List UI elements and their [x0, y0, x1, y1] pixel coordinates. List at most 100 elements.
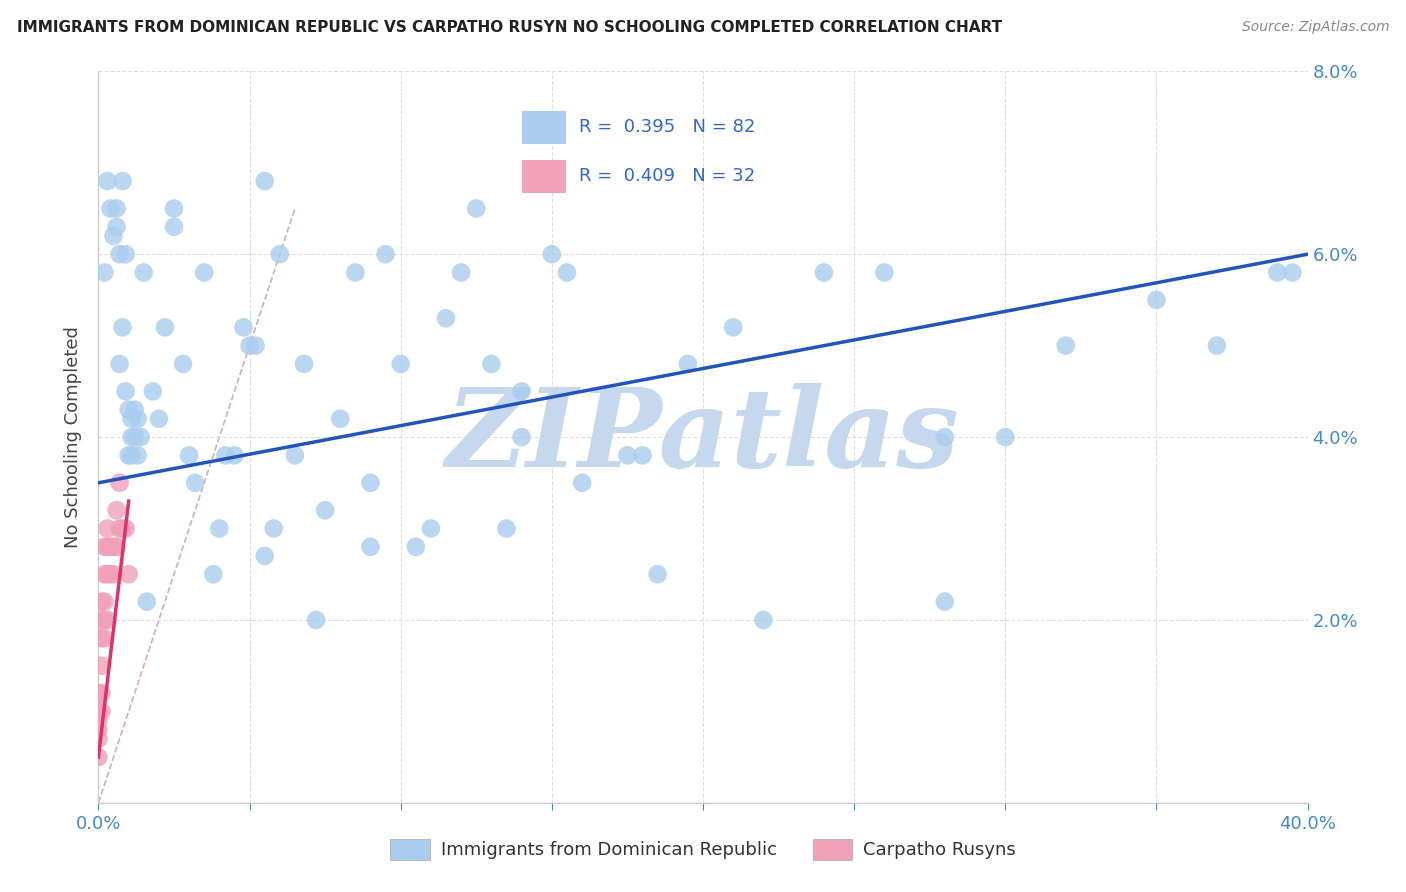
Point [93, 595, 115, 609]
Point [90, 595, 112, 609]
Point [87, 750, 110, 764]
Point [132, 266, 155, 280]
Point [118, 567, 141, 582]
Point [108, 247, 131, 261]
Point [148, 412, 170, 426]
Point [105, 503, 128, 517]
Point [163, 202, 186, 216]
Point [100, 202, 122, 216]
Point [87, 686, 110, 700]
Point [103, 229, 125, 244]
Point [108, 521, 131, 535]
Point [105, 219, 128, 234]
Point [495, 521, 517, 535]
Point [1206, 338, 1229, 352]
Point [232, 320, 254, 334]
Point [305, 613, 328, 627]
Point [100, 567, 122, 582]
Point [360, 475, 382, 490]
Point [994, 430, 1017, 444]
Point [647, 567, 669, 582]
Point [465, 202, 488, 216]
Point [1054, 338, 1077, 352]
Point [1267, 266, 1289, 280]
Point [284, 449, 307, 463]
Point [360, 540, 382, 554]
Point [631, 449, 654, 463]
Y-axis label: No Schooling Completed: No Schooling Completed [65, 326, 83, 548]
Point [616, 449, 638, 463]
Point [510, 430, 533, 444]
Point [111, 320, 134, 334]
Point [153, 320, 176, 334]
Point [723, 320, 745, 334]
Point [450, 266, 472, 280]
Point [193, 266, 215, 280]
Point [90, 613, 112, 627]
Point [172, 357, 194, 371]
Point [374, 247, 396, 261]
Point [114, 521, 136, 535]
Point [118, 449, 141, 463]
Point [202, 567, 225, 582]
Point [87, 731, 110, 746]
Point [114, 384, 136, 399]
Point [90, 658, 112, 673]
Point [87, 723, 110, 737]
Point [314, 503, 336, 517]
Point [420, 521, 443, 535]
Point [90, 632, 112, 646]
Point [873, 266, 896, 280]
Point [108, 475, 131, 490]
Point [105, 540, 128, 554]
Point [208, 521, 231, 535]
Point [253, 549, 276, 563]
Text: IMMIGRANTS FROM DOMINICAN REPUBLIC VS CARPATHO RUSYN NO SCHOOLING COMPLETED CORR: IMMIGRANTS FROM DOMINICAN REPUBLIC VS CA… [17, 20, 1002, 35]
Point [676, 357, 699, 371]
Point [93, 613, 115, 627]
Point [239, 338, 262, 352]
Point [100, 540, 122, 554]
Point [114, 247, 136, 261]
Point [571, 475, 593, 490]
Point [214, 449, 236, 463]
Point [389, 357, 412, 371]
Point [121, 430, 143, 444]
Point [245, 338, 267, 352]
Point [124, 402, 146, 417]
Point [934, 595, 956, 609]
Point [127, 449, 149, 463]
Point [934, 430, 956, 444]
Point [481, 357, 503, 371]
Point [90, 705, 112, 719]
Point [93, 567, 115, 582]
Point [1144, 293, 1167, 307]
Point [129, 430, 152, 444]
Point [121, 449, 143, 463]
Point [111, 521, 134, 535]
Point [87, 714, 110, 728]
Point [96, 567, 118, 582]
Point [96, 540, 118, 554]
Point [405, 540, 427, 554]
Point [103, 540, 125, 554]
Point [344, 266, 367, 280]
Point [269, 247, 291, 261]
Point [93, 540, 115, 554]
Legend: Immigrants from Dominican Republic, Carpatho Rusyns: Immigrants from Dominican Republic, Carp… [382, 831, 1024, 867]
Point [135, 595, 157, 609]
Point [434, 311, 457, 326]
Point [93, 266, 115, 280]
Point [93, 632, 115, 646]
Text: ZIPatlas: ZIPatlas [446, 384, 960, 491]
Point [813, 266, 835, 280]
Point [224, 449, 246, 463]
Point [111, 174, 134, 188]
Point [87, 705, 110, 719]
Point [118, 402, 141, 417]
Point [96, 174, 118, 188]
Point [329, 412, 352, 426]
Point [540, 247, 562, 261]
Point [163, 219, 186, 234]
Point [752, 613, 775, 627]
